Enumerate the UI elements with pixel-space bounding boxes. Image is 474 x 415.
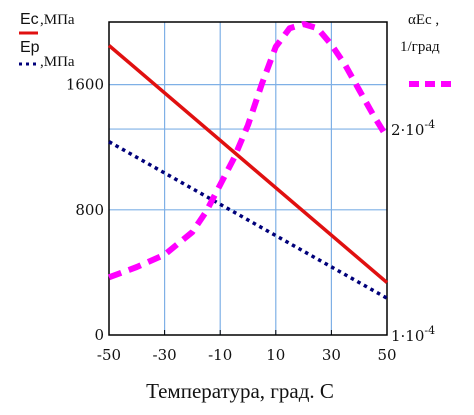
legend-right: αEc , 1/град xyxy=(400,12,455,87)
x-axis-label: Температура, град. С xyxy=(146,379,334,403)
legend-ec-unit: ,МПа xyxy=(40,12,75,28)
series-line-ep xyxy=(108,140,388,300)
x-tick-label: -30 xyxy=(153,346,177,364)
y-right-tick-label: 1·10-4 xyxy=(391,324,435,345)
x-tick-label: 10 xyxy=(266,346,285,364)
legend-alpha-label: αEc , xyxy=(408,12,439,28)
y-left-tick-label: 800 xyxy=(75,201,104,219)
x-tick-label: -50 xyxy=(97,346,121,364)
x-tick-label: 30 xyxy=(322,346,341,364)
legend-ep-label: Ep xyxy=(20,39,40,56)
legend-ec-label: Ec xyxy=(20,11,39,28)
y-left-tick-label: 1600 xyxy=(66,76,104,94)
plot-frame xyxy=(108,21,388,336)
y-right-tick-label: 2·10-4 xyxy=(391,118,435,139)
series-line-alpha-ec xyxy=(107,21,390,281)
legend-left: Ec ,МПа Ep ,МПа xyxy=(19,11,75,70)
legend-ep-unit: ,МПа xyxy=(40,54,75,70)
y-left-tick-label: 0 xyxy=(94,326,104,344)
series-layer xyxy=(107,21,390,300)
x-tick-label: 50 xyxy=(377,346,396,364)
tick-labels: -50 -30 -10 10 30 50 0 800 1600 1·10-4 2·10-4 xyxy=(66,76,435,364)
legend-alpha-unit: 1/град xyxy=(400,39,440,55)
series-line-ec xyxy=(107,44,389,284)
x-tick-label: -10 xyxy=(208,346,232,364)
plot-border xyxy=(108,21,388,336)
